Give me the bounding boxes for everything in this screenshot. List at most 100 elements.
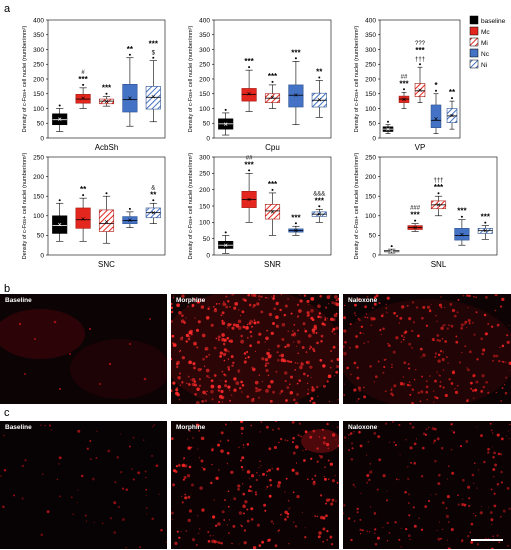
mean-marker: [294, 93, 298, 97]
y-tick-label: 350: [33, 32, 44, 39]
micrograph-image: [0, 421, 167, 549]
significance-label: †††: [433, 178, 443, 184]
y-axis-label: Density of c-Fos+ cell nuclei (number/mm…: [354, 152, 360, 259]
mean-marker: [436, 203, 441, 207]
y-tick-label: 50: [203, 121, 211, 128]
outlier-point: [294, 57, 297, 60]
y-tick-label: 0: [40, 252, 44, 259]
legend-item: Mc: [469, 26, 490, 36]
mean-marker: [317, 97, 322, 102]
y-tick-label: 100: [365, 106, 376, 113]
outlier-point: [390, 245, 393, 248]
micrograph-baseline-b: Baseline: [0, 294, 167, 404]
significance-label: **: [80, 185, 87, 194]
outlier-point: [414, 219, 417, 222]
box-nc: [122, 207, 138, 228]
legend-swatch: [469, 15, 479, 25]
outlier-point: [271, 80, 274, 83]
mean-marker: [418, 88, 422, 92]
significance-label: ***: [268, 180, 278, 189]
legend: baseline Mc Mi Nc Ni: [469, 15, 506, 69]
outlier-point: [58, 199, 61, 202]
y-axis-label: Density of c-Fos+ cell nuclei (number/mm…: [354, 25, 360, 132]
outlier-point: [224, 231, 227, 234]
y-tick-label: 100: [33, 213, 44, 220]
significance-label: ***: [244, 57, 254, 66]
y-axis-label: Density of c-Fos+ cell nuclei (number/mm…: [22, 25, 28, 132]
micrograph-title: Baseline: [5, 297, 32, 304]
mean-marker: [402, 97, 406, 102]
significance-label: ***: [78, 75, 88, 84]
region-label: SNR: [264, 260, 281, 269]
box-mc: ***##: [241, 155, 257, 223]
significance-label: ***: [434, 183, 444, 192]
mean-marker: [128, 96, 132, 100]
box-nc: ***: [288, 213, 304, 236]
mean-marker: [57, 222, 62, 227]
y-tick-label: 300: [365, 47, 376, 54]
mean-marker: [104, 99, 109, 104]
legend-swatch: [469, 37, 479, 47]
box-baseline: [218, 231, 234, 254]
y-tick-label: 150: [365, 91, 376, 98]
y-tick-label: 250: [199, 171, 210, 178]
box-mc: ***###: [407, 206, 423, 232]
mean-marker: [81, 96, 85, 100]
mean-marker: [389, 249, 394, 253]
significance-label: ***: [291, 213, 301, 222]
mean-marker: [483, 228, 488, 233]
significance-label: **: [150, 190, 157, 199]
chart-vp: 0 50 100 150 200 250 300 350 400 Density of c-Fos…: [354, 17, 461, 152]
y-tick-label: 200: [199, 76, 210, 83]
mean-marker: [81, 217, 85, 221]
micrograph-image: [343, 421, 511, 549]
y-tick-label: 150: [365, 194, 376, 201]
micrograph-title: Naloxone: [348, 297, 378, 304]
legend-label: Mc: [481, 29, 490, 36]
box-baseline: [382, 120, 394, 134]
y-tick-label: 100: [365, 213, 376, 220]
panel-label-a: a: [4, 3, 11, 15]
y-tick-label: 250: [33, 154, 44, 161]
mean-marker: [223, 122, 228, 126]
y-tick-label: 250: [33, 62, 44, 69]
significance-label: ***: [410, 211, 420, 220]
legend-swatch: [469, 26, 479, 36]
y-tick-label: 0: [372, 135, 376, 142]
box-body: [98, 209, 115, 232]
mean-marker: [317, 212, 322, 216]
y-tick-label: 300: [199, 154, 210, 161]
box-ni: ***: [477, 213, 493, 240]
y-tick-label: 50: [203, 236, 211, 243]
micrograph-image: [171, 294, 339, 404]
y-axis-label: Density of c-Fos+ cell nuclei (number/mm…: [188, 25, 194, 132]
outlier-point: [294, 222, 297, 225]
significance-label: ***: [102, 84, 112, 93]
mean-marker: [151, 210, 156, 215]
y-tick-label: 350: [199, 32, 210, 39]
legend-item: baseline: [469, 15, 506, 25]
y-tick-label: 0: [40, 135, 44, 142]
y-tick-label: 200: [365, 76, 376, 83]
outlier-point: [105, 92, 108, 95]
legend-label: Ni: [481, 62, 487, 69]
plot-frame: [379, 156, 498, 256]
box-ni: $ ***: [145, 40, 161, 123]
box-mi: ††† ***???: [414, 41, 426, 103]
box-body: [241, 88, 257, 102]
legend-label: baseline: [481, 18, 506, 25]
box-nc: ***: [454, 207, 470, 246]
significance-label: ***: [149, 40, 159, 49]
significance-label: ##: [401, 74, 408, 80]
y-tick-label: 150: [33, 91, 44, 98]
micrograph-naloxone-c: Naloxone: [343, 421, 511, 549]
micrograph-morphine-c: Morphine: [171, 421, 339, 549]
mean-marker: [434, 117, 438, 121]
significance-label: ##: [246, 155, 253, 161]
outlier-point: [152, 56, 155, 59]
box-mc: ***: [241, 57, 257, 112]
region-label: Cpu: [265, 143, 280, 152]
box-nc: *: [430, 81, 442, 134]
outlier-point: [128, 207, 131, 210]
y-tick-label: 100: [33, 106, 44, 113]
